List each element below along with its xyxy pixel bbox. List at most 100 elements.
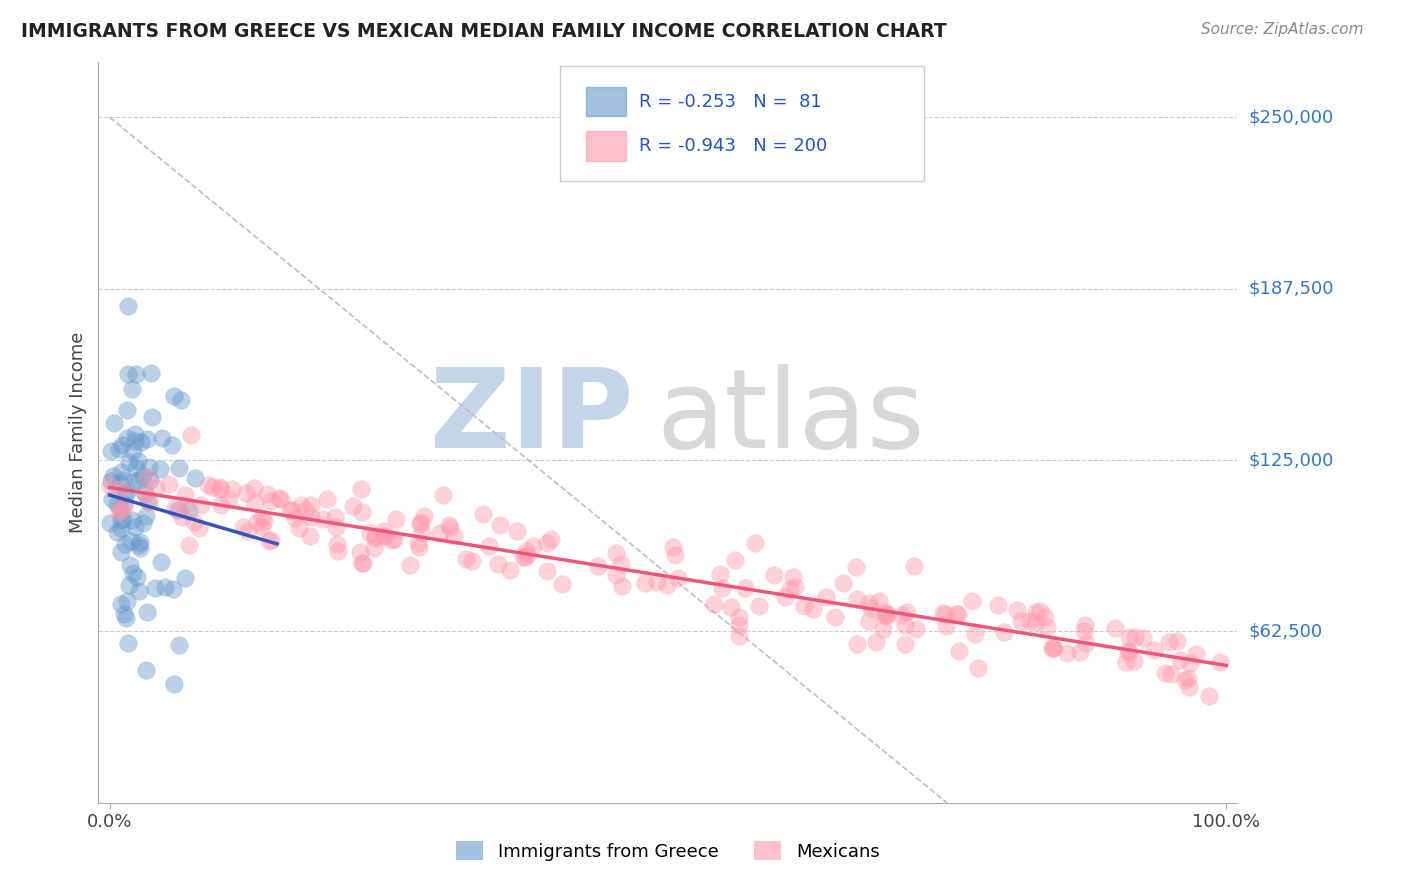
Point <box>111 438 134 452</box>
Point <box>242 481 264 495</box>
Point <box>315 491 337 506</box>
Point <box>515 544 537 558</box>
Point <box>945 607 967 621</box>
Point <box>727 610 749 624</box>
Point <box>121 382 143 396</box>
Point <box>1076 636 1098 650</box>
Point <box>160 438 183 452</box>
Point <box>281 503 304 517</box>
Point <box>664 549 686 563</box>
Point <box>443 529 465 543</box>
Point <box>221 482 243 496</box>
Point <box>110 545 132 559</box>
Point <box>1036 620 1059 634</box>
Point <box>1123 630 1146 644</box>
Point <box>783 580 806 594</box>
Point <box>172 510 194 524</box>
Point <box>873 607 896 622</box>
Point <box>934 607 956 621</box>
Bar <box>586 87 626 117</box>
Point <box>117 636 139 650</box>
Point <box>260 493 283 508</box>
Point <box>893 637 915 651</box>
Point <box>896 605 918 619</box>
Point <box>610 557 633 571</box>
Point <box>177 504 200 518</box>
Point <box>238 524 260 538</box>
Point <box>876 607 898 621</box>
Point <box>891 607 914 622</box>
Point <box>155 580 177 594</box>
Y-axis label: Median Family Income: Median Family Income <box>69 332 87 533</box>
Point <box>187 521 209 535</box>
Point <box>117 368 139 382</box>
Point <box>288 521 311 535</box>
Point <box>1208 656 1230 670</box>
Point <box>1159 635 1181 649</box>
Point <box>858 596 880 610</box>
Point <box>284 511 307 525</box>
Point <box>586 558 609 573</box>
Point <box>948 644 970 658</box>
Point <box>167 503 190 517</box>
Point <box>748 599 770 614</box>
Point <box>647 575 669 590</box>
Point <box>120 534 142 549</box>
Point <box>516 548 538 562</box>
Point <box>349 483 371 497</box>
Point <box>108 502 131 516</box>
Point <box>326 537 349 551</box>
Point <box>110 597 132 611</box>
Point <box>374 529 396 543</box>
Point <box>112 500 135 515</box>
Point <box>1035 609 1057 624</box>
Point <box>150 431 173 445</box>
Point <box>202 480 225 494</box>
Point <box>124 520 146 534</box>
Point <box>540 532 562 546</box>
Point <box>1118 645 1140 659</box>
Point <box>429 526 451 541</box>
Point <box>408 517 430 532</box>
Point <box>98 516 121 530</box>
Point <box>894 618 917 632</box>
Point <box>197 478 219 492</box>
Text: $187,500: $187,500 <box>1249 280 1334 298</box>
Point <box>132 516 155 530</box>
Point <box>232 520 254 534</box>
Point <box>728 618 751 632</box>
Point <box>709 566 731 581</box>
Point <box>250 511 273 525</box>
Point <box>139 366 162 380</box>
Point <box>105 524 128 539</box>
Point <box>121 513 143 527</box>
Point <box>875 609 897 624</box>
Point <box>865 634 887 648</box>
Point <box>125 460 148 475</box>
Point <box>536 535 558 549</box>
Point <box>471 507 494 521</box>
Point <box>734 581 756 595</box>
Point <box>1056 647 1078 661</box>
Point <box>506 524 529 539</box>
Point <box>432 488 454 502</box>
Point <box>101 491 124 506</box>
Point <box>190 499 212 513</box>
Text: $62,500: $62,500 <box>1249 623 1323 640</box>
Point <box>1198 689 1220 703</box>
Point <box>323 509 346 524</box>
Point <box>724 553 747 567</box>
Point <box>115 611 138 625</box>
Point <box>174 488 197 502</box>
Point <box>128 538 150 552</box>
Point <box>710 581 733 595</box>
Point <box>352 505 374 519</box>
Text: $250,000: $250,000 <box>1249 108 1334 127</box>
Point <box>1025 615 1047 629</box>
Point <box>183 471 205 485</box>
Point <box>846 637 869 651</box>
Point <box>259 534 281 549</box>
Point <box>1123 654 1146 668</box>
Text: atlas: atlas <box>657 364 925 471</box>
Point <box>350 556 373 570</box>
